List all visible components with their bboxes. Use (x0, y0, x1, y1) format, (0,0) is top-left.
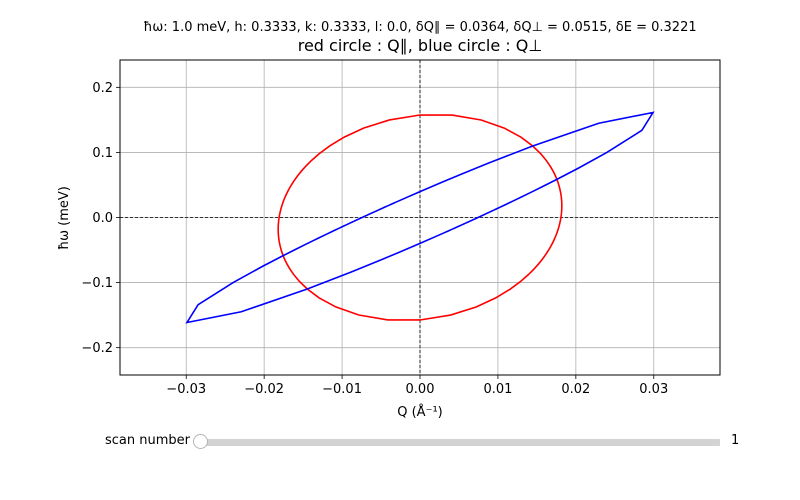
x-tick-label: 0.03 (639, 382, 668, 397)
ticks: −0.03 −0.02 −0.01 0.00 0.01 0.02 0.03 −0.2 −0.1 0… (81, 81, 668, 397)
slider-track[interactable] (200, 439, 720, 446)
x-tick-label: −0.02 (244, 382, 284, 397)
y-tick-label: 0.0 (92, 211, 113, 226)
x-tick-label: −0.03 (166, 382, 206, 397)
x-axis-label: Q (Å⁻¹) (397, 404, 442, 420)
slider-handle[interactable] (193, 434, 208, 449)
ellipse-series-2 (185, 111, 655, 324)
zero-lines (120, 60, 720, 375)
chart-title: red circle : Q∥, blue circle : Q⊥ (298, 36, 543, 55)
chart-suptitle: ħω: 1.0 meV, h: 0.3333, k: 0.3333, l: 0.… (143, 20, 696, 35)
slider-value: 1 (731, 433, 740, 448)
y-axis-label: ħω (meV) (57, 186, 72, 250)
slider-label: scan number (105, 433, 190, 448)
x-tick-label: 0.02 (561, 382, 590, 397)
y-tick-label: 0.1 (92, 146, 113, 161)
series-layer (185, 111, 655, 324)
y-tick-label: 0.2 (92, 81, 113, 96)
x-tick-label: 0.00 (406, 382, 435, 397)
y-tick-label: −0.1 (81, 276, 113, 291)
scan-number-slider-row: scan number 1 (0, 428, 800, 456)
y-tick-label: −0.2 (81, 341, 113, 356)
ellipse-series-1 (277, 114, 563, 321)
x-tick-label: 0.01 (483, 382, 512, 397)
x-tick-label: −0.01 (322, 382, 362, 397)
